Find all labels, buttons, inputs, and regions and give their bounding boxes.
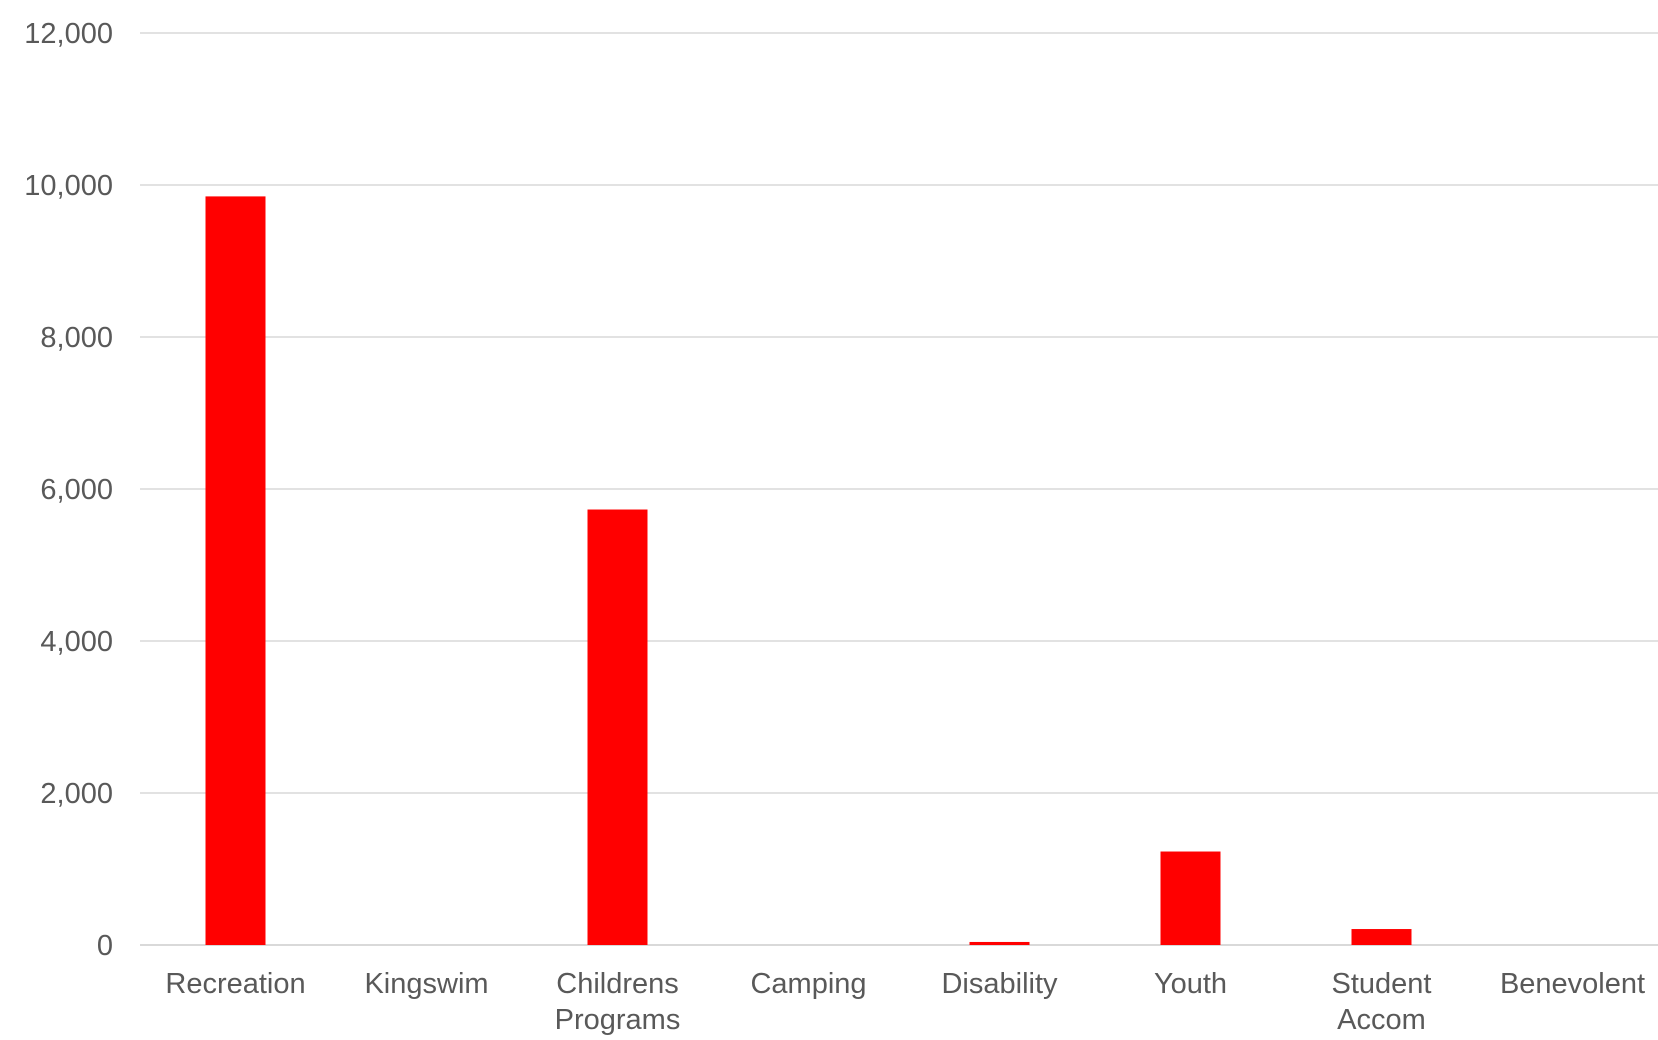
bar-childrens-programs [587,509,648,945]
y-tick-label: 6,000 [40,474,113,506]
x-tick-label: Disability [941,968,1058,1000]
x-tick-label: Student Accom [1332,968,1432,1035]
gridlines [140,32,1658,946]
bar-student-accom [1351,929,1412,945]
x-tick-label-line: Youth [1154,968,1227,1000]
x-axis-tick-labels: Recreation Kingswim Childrens Programs Campi… [165,968,1645,1036]
x-tick-label-line: Kingswim [364,968,488,1000]
bars [205,196,1412,945]
x-tick-label-line: Camping [750,968,866,1000]
bar-youth [1160,851,1221,945]
y-tick-label: 12,000 [24,18,113,50]
x-tick-label: Childrens Programs [555,968,681,1035]
x-tick-label: Benevolent [1500,968,1645,1000]
x-tick-label-line: Childrens [556,968,679,1000]
x-tick-label: Camping [750,968,866,1000]
x-tick-label-line: Programs [555,1004,681,1035]
bar-recreation [205,196,266,945]
x-tick-label: Kingswim [364,968,488,1000]
bar-disability [969,941,1030,945]
x-tick-label-line: Accom [1337,1004,1426,1035]
y-tick-label: 2,000 [40,778,113,810]
y-tick-label: 4,000 [40,626,113,658]
y-tick-label: 10,000 [24,170,113,202]
y-axis-tick-labels: 0 2,000 4,000 6,000 8,000 10,000 12,000 [24,18,113,962]
y-tick-label: 0 [97,930,113,962]
x-tick-label-line: Disability [941,968,1058,1000]
x-tick-label: Youth [1154,968,1227,1000]
y-tick-label: 8,000 [40,322,113,354]
x-tick-label-line: Benevolent [1500,968,1645,1000]
x-tick-label-line: Recreation [165,968,305,1000]
x-tick-label: Recreation [165,968,305,1000]
x-tick-label-line: Student [1332,968,1432,1000]
